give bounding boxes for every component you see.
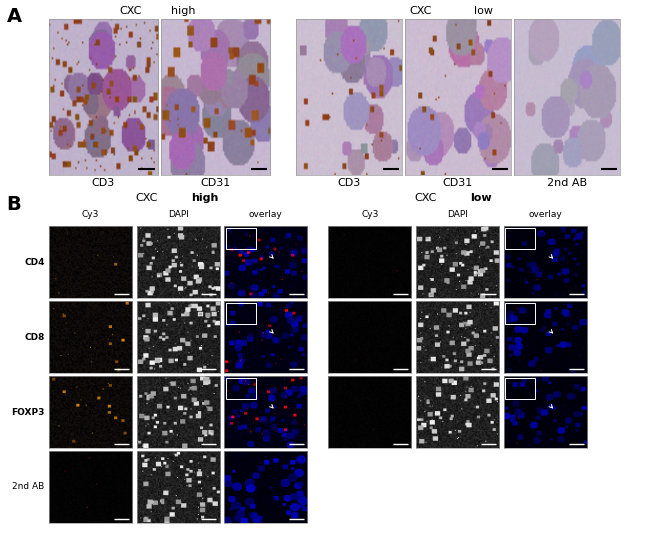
Text: 2nd AB: 2nd AB [12,482,45,492]
Text: CXC: CXC [415,193,437,203]
Text: low: low [474,6,493,16]
Text: Cy3: Cy3 [82,210,99,219]
Text: CXC: CXC [410,6,432,16]
Text: CD31: CD31 [201,178,231,188]
Text: CD3: CD3 [337,178,360,188]
Text: B: B [6,195,21,215]
Text: CD8: CD8 [24,333,45,342]
Text: A: A [6,6,21,26]
Text: high: high [191,193,218,203]
Text: CD3: CD3 [92,178,115,188]
Text: FOXP3: FOXP3 [11,407,45,417]
Text: CD31: CD31 [443,178,473,188]
Text: CD4: CD4 [24,258,45,267]
Text: 2nd AB: 2nd AB [547,178,587,188]
Text: high: high [171,6,195,16]
Text: overlay: overlay [249,210,283,219]
Text: CXC: CXC [135,193,157,203]
Text: DAPI: DAPI [447,210,468,219]
Text: CXC: CXC [120,6,142,16]
Text: Cy3: Cy3 [361,210,378,219]
Text: overlay: overlay [528,210,562,219]
Text: low: low [471,193,492,203]
Text: DAPI: DAPI [168,210,188,219]
